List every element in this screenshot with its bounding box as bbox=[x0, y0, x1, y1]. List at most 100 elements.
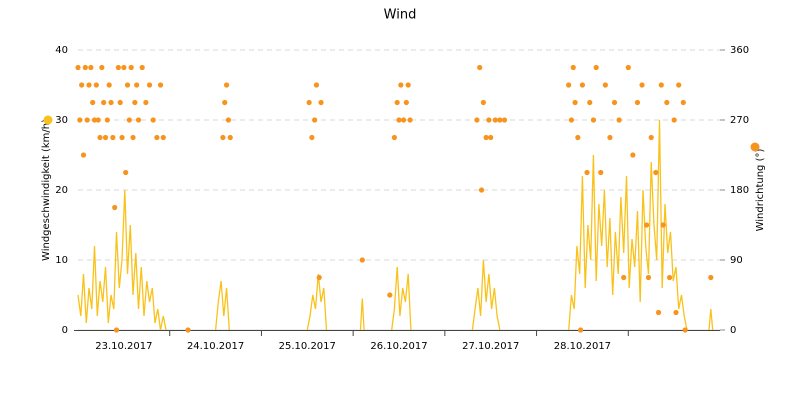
direction-point bbox=[602, 82, 608, 88]
y-tick-label: 40 bbox=[55, 45, 68, 56]
direction-point bbox=[477, 64, 483, 71]
y-tick-label: 0 bbox=[62, 325, 68, 336]
direction-point bbox=[648, 134, 654, 141]
y2-tick-label: 270 bbox=[730, 115, 749, 126]
direction-point bbox=[117, 99, 123, 106]
chart-title: Wind bbox=[384, 8, 417, 23]
direction-point bbox=[84, 117, 90, 123]
direction-point bbox=[318, 99, 324, 106]
direction-point bbox=[621, 274, 627, 281]
direction-point bbox=[80, 152, 87, 158]
speed-line bbox=[77, 119, 714, 331]
direction-point bbox=[313, 82, 320, 88]
direction-point bbox=[598, 169, 604, 176]
direction-point bbox=[634, 99, 641, 106]
direction-point bbox=[480, 99, 486, 106]
legend-marker bbox=[43, 115, 53, 125]
direction-point bbox=[112, 204, 118, 211]
direction-point bbox=[394, 99, 400, 106]
direction-point bbox=[639, 82, 645, 88]
legend-marker bbox=[750, 142, 760, 152]
direction-point bbox=[407, 117, 413, 123]
direction-point bbox=[130, 134, 136, 141]
x-tick-label: 28.10.2017 bbox=[554, 341, 611, 352]
direction-point bbox=[680, 99, 686, 106]
y2-tick-label: 180 bbox=[730, 185, 749, 196]
direction-point bbox=[113, 327, 120, 333]
direction-point bbox=[90, 99, 96, 106]
direction-point bbox=[387, 292, 393, 298]
direction-point bbox=[106, 82, 112, 88]
x-tick-label: 27.10.2017 bbox=[462, 341, 519, 352]
direction-point bbox=[405, 82, 411, 88]
direction-point bbox=[102, 134, 109, 141]
direction-point bbox=[655, 309, 662, 316]
direction-point bbox=[91, 117, 98, 123]
y2-tick-label: 90 bbox=[730, 255, 743, 266]
direction-point bbox=[671, 117, 677, 123]
direction-point bbox=[154, 134, 160, 141]
x-tick-label: 25.10.2017 bbox=[279, 341, 336, 352]
direction-point bbox=[653, 169, 659, 176]
direction-point bbox=[645, 274, 652, 281]
direction-point bbox=[478, 187, 485, 193]
direction-point bbox=[497, 117, 503, 123]
direction-point bbox=[483, 134, 489, 141]
direction-point bbox=[316, 274, 322, 281]
direction-point bbox=[134, 82, 140, 88]
y-tick-label: 10 bbox=[55, 255, 68, 266]
direction-point bbox=[119, 134, 125, 141]
direction-point bbox=[126, 117, 132, 123]
y2-axis-label: Windrichtung (°) bbox=[755, 149, 766, 232]
direction-point bbox=[396, 117, 402, 123]
x-tick-label: 26.10.2017 bbox=[370, 341, 427, 352]
direction-point bbox=[97, 134, 103, 141]
direction-point bbox=[607, 134, 613, 141]
direction-point bbox=[309, 134, 315, 141]
direction-point bbox=[110, 134, 116, 141]
direction-point bbox=[93, 82, 99, 88]
direction-point bbox=[108, 99, 114, 106]
direction-point bbox=[185, 327, 191, 333]
direction-point bbox=[644, 222, 650, 228]
direction-point bbox=[579, 82, 586, 88]
direction-point bbox=[398, 82, 404, 88]
direction-point bbox=[312, 117, 318, 123]
direction-point bbox=[492, 117, 498, 123]
direction-point bbox=[222, 99, 228, 106]
direction-point bbox=[123, 169, 129, 176]
direction-point bbox=[577, 327, 584, 333]
y-axis-label: Windgeschwindigkeit (km/h) bbox=[41, 119, 52, 261]
y-tick-label: 30 bbox=[55, 115, 68, 126]
direction-point bbox=[86, 82, 92, 88]
direction-point bbox=[99, 64, 105, 71]
direction-point bbox=[570, 64, 576, 71]
x-tick-label: 24.10.2017 bbox=[187, 341, 244, 352]
direction-point bbox=[359, 257, 365, 263]
direction-point bbox=[95, 117, 101, 123]
direction-point bbox=[104, 117, 110, 123]
direction-point bbox=[150, 117, 156, 123]
direction-point bbox=[664, 99, 670, 106]
direction-point bbox=[616, 117, 622, 123]
direction-point bbox=[625, 64, 631, 71]
direction-point bbox=[666, 274, 673, 281]
direction-point bbox=[587, 99, 593, 106]
y-tick-label: 20 bbox=[55, 185, 68, 196]
direction-point bbox=[391, 134, 398, 141]
direction-point bbox=[474, 117, 480, 123]
y2-tick-label: 360 bbox=[730, 45, 749, 56]
direction-point bbox=[488, 134, 494, 141]
direction-point bbox=[160, 134, 166, 141]
direction-point bbox=[223, 82, 230, 88]
direction-point bbox=[220, 134, 226, 141]
direction-point bbox=[572, 99, 578, 106]
direction-point bbox=[82, 64, 88, 71]
direction-point bbox=[658, 82, 664, 88]
direction-point bbox=[673, 309, 679, 316]
direction-point bbox=[575, 134, 581, 141]
direction-point bbox=[75, 64, 81, 71]
direction-point bbox=[88, 64, 94, 71]
direction-point bbox=[124, 82, 131, 88]
